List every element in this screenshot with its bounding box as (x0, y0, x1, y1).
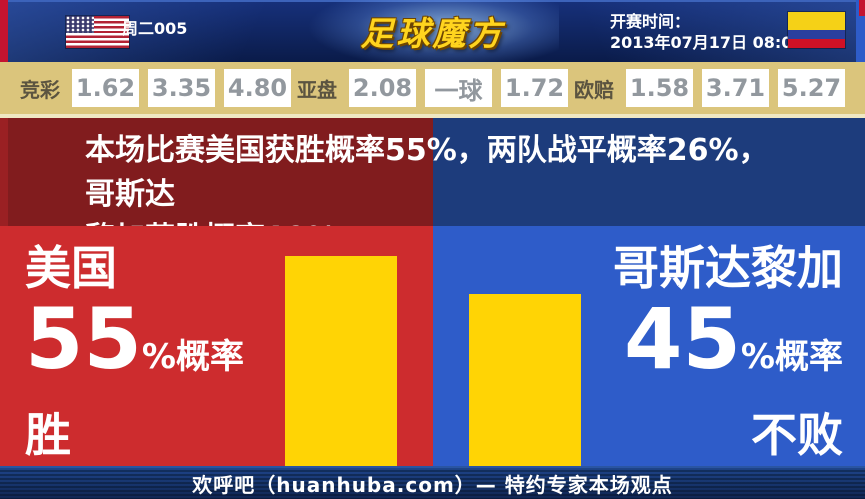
odds-value-box: 4.80 (224, 69, 291, 107)
kickoff-time: 2013年07月17日 08:00 (610, 33, 804, 52)
odds-group-jingcai: 竞彩 1.62 3.35 4.80 (20, 69, 291, 107)
banner-blue-half (433, 118, 865, 226)
odds-value-box: 3.71 (702, 69, 769, 107)
prediction-area: 美国 55%概率 胜 哥斯达黎加 45%概率 不败 (0, 226, 865, 466)
away-outcome: 不败 (751, 408, 843, 462)
home-percent-value: 55 (25, 290, 142, 388)
home-percent-line: 55%概率 (25, 296, 244, 406)
odds-group-oupei: 欧赔 1.58 3.71 5.27 (574, 69, 845, 107)
kickoff-label: 开赛时间： (610, 12, 691, 31)
usa-flag-icon (66, 16, 129, 48)
odds-value-box: 5.27 (778, 69, 845, 107)
away-team-flag-icon (788, 12, 845, 48)
odds-bar: 竞彩 1.62 3.35 4.80 亚盘 2.08 一球 1.72 欧赔 1.5… (0, 62, 865, 118)
home-percent-suffix: %概率 (141, 337, 244, 377)
odds-value-box: 1.62 (72, 69, 139, 107)
odds-label-oupei: 欧赔 (574, 77, 614, 102)
probability-banner: 本场比赛美国获胜概率55%，两队战平概率26%，哥斯达 黎加获胜概率19%。 (0, 118, 865, 256)
usa-flag-canton (66, 16, 94, 33)
right-blue-edge (856, 0, 865, 62)
kickoff-time-block: 开赛时间： 2013年07月17日 08:00 (610, 11, 804, 53)
match-code: 周二005 (122, 19, 188, 38)
away-team-name: 哥斯达黎加 (613, 241, 843, 295)
away-probability-bar (469, 294, 581, 466)
away-percent-suffix: %概率 (740, 337, 843, 377)
odds-label-jingcai: 竞彩 (20, 77, 60, 102)
footer-text: 欢呼吧（huanhuba.com）— 特约专家本场观点 (192, 473, 673, 497)
away-percent-value: 45 (624, 290, 741, 388)
left-red-edge (0, 0, 8, 62)
banner-line-1: 本场比赛美国获胜概率55%，两队战平概率26%，哥斯达 (85, 133, 769, 212)
banner-red-half (0, 118, 433, 226)
odds-value-box: 2.08 (349, 69, 416, 107)
home-prediction-block: 美国 55%概率 胜 (25, 240, 244, 464)
odds-label-yapan: 亚盘 (297, 77, 337, 102)
site-logo: 足球魔方 (306, 0, 559, 69)
away-prediction-block: 哥斯达黎加 45%概率 不败 (613, 240, 843, 464)
home-outcome: 胜 (25, 408, 71, 462)
away-percent-line: 45%概率 (613, 296, 843, 406)
footer-bar: 欢呼吧（huanhuba.com）— 特约专家本场观点 (0, 466, 865, 499)
header-bar: 周二005 足球魔方 开赛时间： 2013年07月17日 08:00 (0, 0, 865, 69)
odds-value-box: 3.35 (148, 69, 215, 107)
odds-value-box: 一球 (425, 69, 492, 107)
logo-container: 足球魔方 (0, 0, 865, 69)
right-red-edge (859, 0, 865, 16)
home-probability-bar (285, 256, 397, 466)
home-team-name: 美国 (25, 241, 117, 295)
site-logo-text: 足球魔方 (360, 14, 505, 53)
odds-value-box: 1.72 (501, 69, 568, 107)
odds-value-box: 1.58 (626, 69, 693, 107)
odds-group-yapan: 亚盘 2.08 一球 1.72 (297, 69, 568, 107)
